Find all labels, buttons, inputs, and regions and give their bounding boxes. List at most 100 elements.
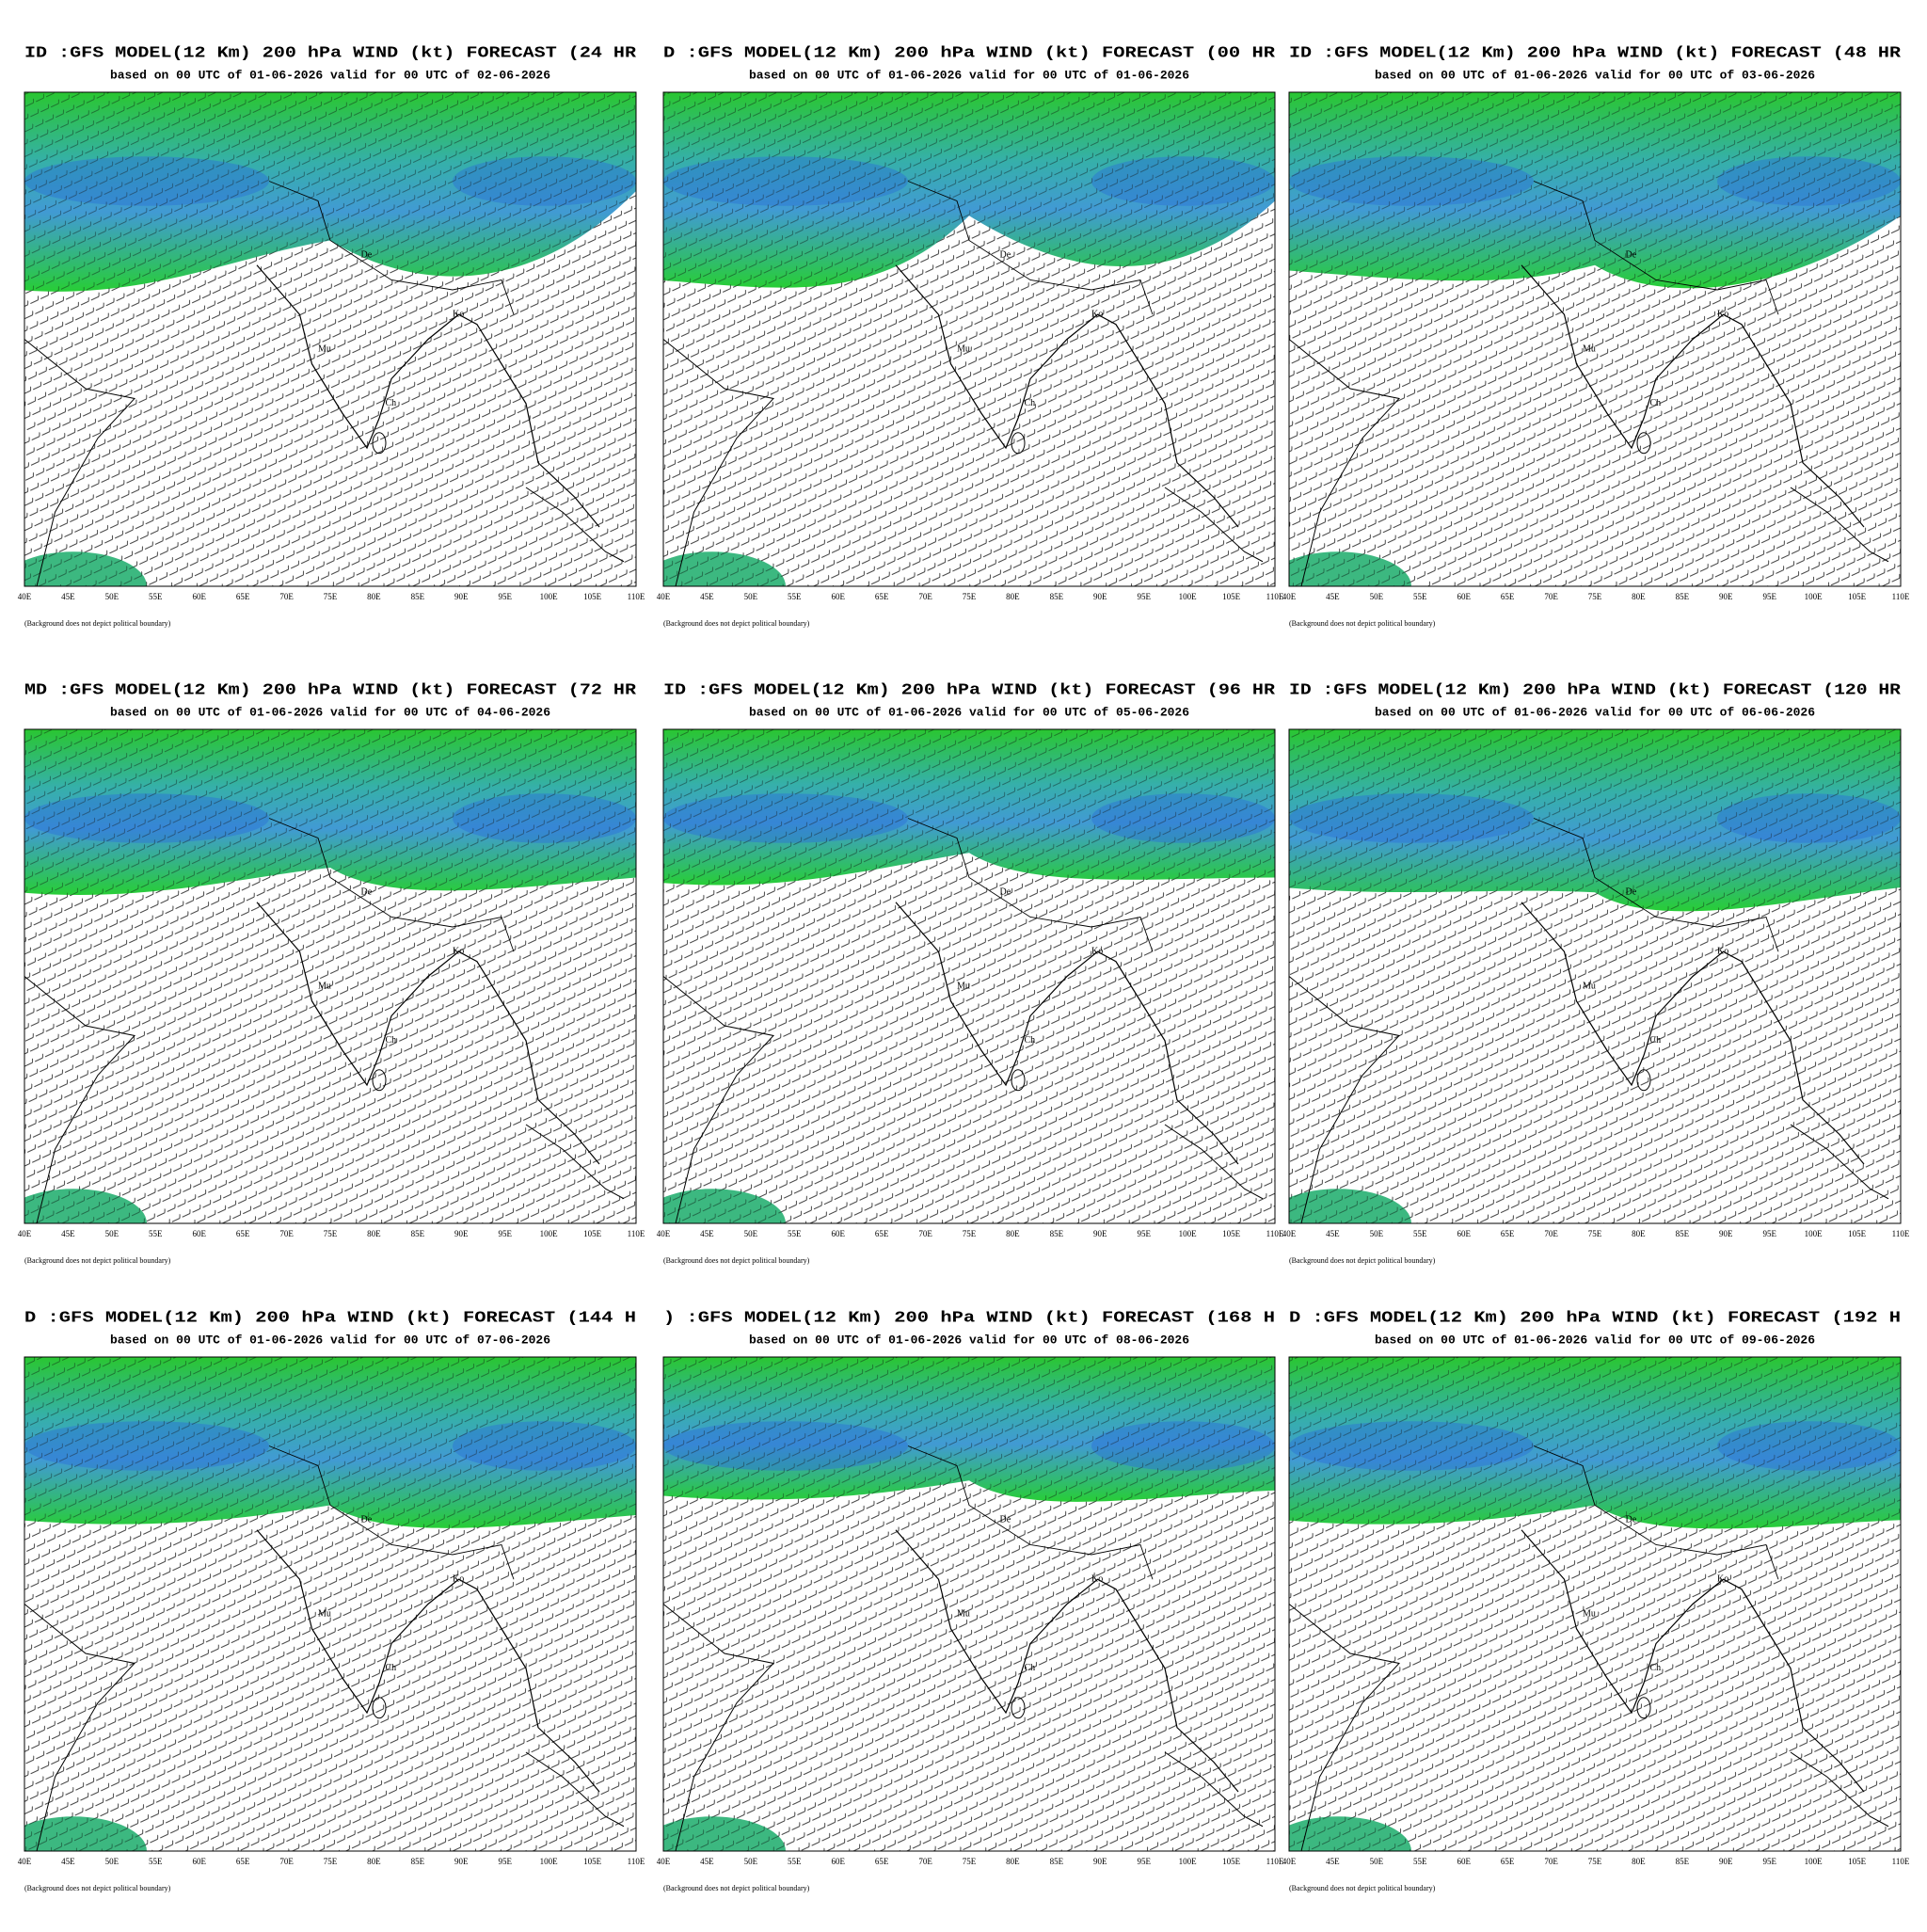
- x-axis-label: 70E: [918, 1229, 932, 1238]
- city-label: Mu: [1583, 981, 1596, 991]
- city-label: Mu: [318, 343, 331, 354]
- panel-title: ) :GFS MODEL(12 Km) 200 hPa WIND (kt) FO…: [663, 1309, 1275, 1327]
- coastline: [895, 264, 1239, 528]
- map-panel: ID :GFS MODEL(12 Km) 200 hPa WIND (kt) F…: [1282, 44, 1910, 628]
- footnote: (Background does not depict political bo…: [663, 619, 810, 628]
- map-panel: ) :GFS MODEL(12 Km) 200 hPa WIND (kt) FO…: [657, 1309, 1284, 1892]
- x-axis-label: 95E: [498, 1857, 512, 1866]
- coastline: [663, 339, 774, 586]
- map-frame: [1288, 1356, 1902, 1852]
- x-axis-label: 40E: [1282, 1857, 1297, 1866]
- x-axis-label: 90E: [1719, 1857, 1733, 1866]
- x-axis-label: 45E: [1326, 1229, 1340, 1238]
- x-axis-label: 65E: [236, 1229, 250, 1238]
- sri-lanka: [1636, 1069, 1651, 1092]
- x-axis-label: 95E: [1762, 592, 1776, 601]
- city-label: De: [361, 887, 373, 898]
- x-axis-label: 45E: [700, 592, 714, 601]
- x-axis-label: 70E: [1544, 592, 1558, 601]
- city-label: De: [1000, 887, 1011, 898]
- coastline: [1289, 339, 1400, 586]
- x-axis-label: 40E: [657, 1857, 671, 1866]
- x-axis-label: 60E: [831, 592, 845, 601]
- wind-overlay: [24, 92, 636, 586]
- sri-lanka: [1011, 1069, 1026, 1092]
- country-outline: [1533, 1445, 1779, 1580]
- panel-subtitle: based on 00 UTC of 01-06-2026 valid for …: [749, 705, 1189, 719]
- footnote: (Background does not depict political bo…: [24, 1256, 171, 1265]
- panel-title: ID :GFS MODEL(12 Km) 200 hPa WIND (kt) F…: [1289, 44, 1902, 62]
- panel-subtitle: based on 00 UTC of 01-06-2026 valid for …: [110, 705, 550, 719]
- x-axis-label: 70E: [1544, 1229, 1558, 1238]
- x-axis-label: 70E: [918, 1857, 932, 1866]
- x-axis-label: 85E: [411, 1229, 425, 1238]
- panel-subtitle: based on 00 UTC of 01-06-2026 valid for …: [1375, 68, 1815, 82]
- x-axis-label: 90E: [454, 1229, 469, 1238]
- x-axis-label: 80E: [1006, 592, 1020, 601]
- panel-title: MD :GFS MODEL(12 Km) 200 hPa WIND (kt) F…: [24, 681, 637, 699]
- x-axis-label: 95E: [498, 592, 512, 601]
- x-axis-label: 80E: [1006, 1857, 1020, 1866]
- panel-subtitle: based on 00 UTC of 01-06-2026 valid for …: [1375, 705, 1815, 719]
- panel-subtitle: based on 00 UTC of 01-06-2026 valid for …: [110, 1333, 550, 1347]
- x-axis-label: 55E: [788, 1229, 802, 1238]
- x-axis-label: 80E: [367, 592, 381, 601]
- x-axis-label: 65E: [875, 1229, 889, 1238]
- x-axis-label: 105E: [1222, 1229, 1241, 1238]
- x-axis-label: 75E: [963, 1229, 977, 1238]
- sri-lanka: [372, 432, 387, 455]
- country-outline: [1533, 181, 1779, 315]
- sumatra: [525, 487, 625, 563]
- wind-overlay: [663, 1357, 1275, 1851]
- x-axis-label: 40E: [18, 1857, 32, 1866]
- wind-overlay: [663, 729, 1275, 1223]
- sumatra: [1164, 1124, 1264, 1200]
- map-area: De Ko Mu Ch: [663, 729, 1275, 1223]
- x-axis-label: 80E: [367, 1857, 381, 1866]
- x-axis-label: 70E: [918, 592, 932, 601]
- panel-title: ID :GFS MODEL(12 Km) 200 hPa WIND (kt) F…: [663, 681, 1276, 699]
- x-axis-label: 105E: [1848, 592, 1867, 601]
- city-label: De: [1000, 250, 1011, 261]
- city-label: Ko: [453, 947, 464, 957]
- x-axis-label: 75E: [324, 592, 338, 601]
- x-axis-label: 60E: [1457, 1857, 1471, 1866]
- footnote: (Background does not depict political bo…: [1289, 619, 1436, 628]
- city-label: Ch: [1025, 1035, 1036, 1046]
- x-axis-label: 40E: [18, 1229, 32, 1238]
- x-axis-label: 105E: [583, 1857, 602, 1866]
- coastline: [24, 1604, 135, 1851]
- x-axis-label: 90E: [1093, 1229, 1107, 1238]
- x-axis-label: 80E: [367, 1229, 381, 1238]
- x-axis-label: 110E: [1266, 1229, 1284, 1238]
- city-label: Ch: [1650, 398, 1662, 408]
- x-axis-label: 50E: [744, 592, 758, 601]
- map-area: De Ko Mu Ch: [24, 1357, 636, 1851]
- x-axis-label: 55E: [1413, 592, 1427, 601]
- x-axis-label: 55E: [149, 1857, 163, 1866]
- x-axis-label: 65E: [1501, 1229, 1515, 1238]
- x-axis-label: 75E: [324, 1229, 338, 1238]
- city-label: Ch: [1025, 1663, 1036, 1673]
- x-axis-label: 50E: [1370, 1857, 1384, 1866]
- x-axis-label: 75E: [1588, 1229, 1602, 1238]
- city-label: De: [1626, 887, 1637, 898]
- x-axis-label: 45E: [61, 1857, 75, 1866]
- x-axis-label: 90E: [1719, 1229, 1733, 1238]
- x-axis-label: 95E: [1137, 1857, 1151, 1866]
- x-axis-label: 40E: [1282, 1229, 1297, 1238]
- x-axis-label: 110E: [628, 592, 645, 601]
- city-label: Mu: [1583, 343, 1596, 354]
- x-axis-label: 90E: [454, 592, 469, 601]
- x-axis-label: 90E: [1719, 592, 1733, 601]
- wind-overlay: [1289, 729, 1901, 1223]
- x-axis-label: 50E: [1370, 1229, 1384, 1238]
- x-axis-label: 60E: [831, 1857, 845, 1866]
- country-outline: [907, 1445, 1154, 1580]
- map-frame: [24, 1356, 637, 1852]
- sumatra: [1164, 1751, 1264, 1828]
- x-axis-label: 90E: [454, 1857, 469, 1866]
- x-axis-label: 60E: [192, 1229, 206, 1238]
- x-axis-label: 85E: [1050, 1857, 1064, 1866]
- footnote: (Background does not depict political bo…: [1289, 1256, 1436, 1265]
